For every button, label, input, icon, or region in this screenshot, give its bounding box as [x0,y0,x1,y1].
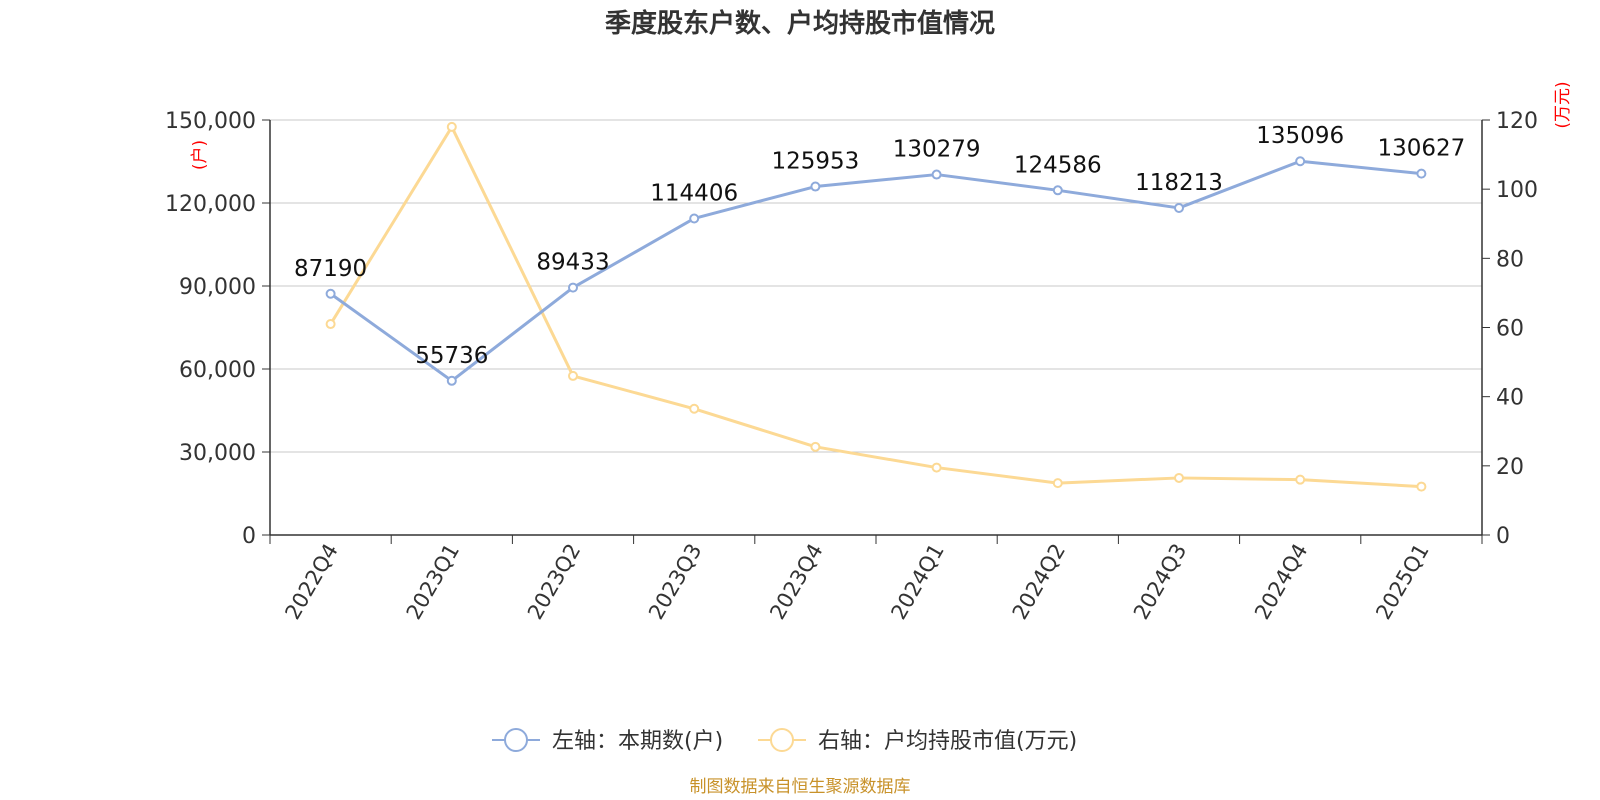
x-tick-label: 2025Q1 [1371,540,1433,624]
left-tick-label: 30,000 [179,441,256,466]
x-tick-label: 2023Q2 [523,540,585,624]
right-tick-label: 20 [1496,455,1524,480]
legend: 左轴：本期数(户) 右轴：户均持股市值(万元) [492,728,1077,754]
point-holders [1174,202,1184,213]
point-avg-value [568,370,578,381]
data-label: 130279 [893,137,981,163]
x-tick-label: 2023Q1 [402,540,464,624]
chart-title: 季度股东户数、户均持股市值情况 [605,8,995,39]
source-note: 制图数据来自恒生聚源数据库 [690,777,911,797]
legend-item-left[interactable]: 左轴：本期数(户) [492,728,723,754]
x-axis-ticks: 2022Q4 2023Q1 2023Q2 2023Q3 2023Q4 2024Q1 2024… [269,535,1483,624]
right-tick-label: 40 [1496,386,1524,411]
data-label: 87190 [294,256,367,282]
left-tick-label: 120,000 [165,192,256,217]
x-tick-label: 2024Q4 [1250,540,1312,624]
x-tick-label: 2022Q4 [280,540,342,624]
right-tick-label: 100 [1496,178,1538,203]
legend-marker-right [770,728,794,752]
right-tick-label: 120 [1496,109,1538,134]
legend-label-left: 左轴：本期数(户) [552,729,723,754]
data-label: 130627 [1377,136,1465,162]
data-label: 55736 [415,343,488,369]
point-holders [931,169,942,180]
left-tick-label: 0 [242,524,256,549]
right-axis-unit: (万元) [1553,81,1573,128]
legend-marker-left [504,728,528,752]
right-tick-label: 60 [1496,317,1524,342]
data-label: 135096 [1256,123,1344,149]
point-holders [689,213,700,224]
point-avg-value [689,403,700,414]
data-label: 114406 [650,180,738,206]
grid [270,119,1482,453]
x-tick-label: 2023Q3 [644,540,706,624]
point-holders [810,181,821,192]
point-avg-value [446,121,457,132]
left-axis-ticks: 0 30,000 60,000 90,000 120,000 150,000 [165,109,270,549]
left-tick-label: 150,000 [165,109,256,134]
point-holders [446,375,457,386]
data-label: 125953 [771,149,859,175]
series-layer [325,121,1427,492]
point-avg-value [1174,472,1184,483]
point-holders [1052,185,1063,196]
left-tick-label: 90,000 [179,275,256,300]
left-tick-label: 60,000 [179,358,256,383]
series-line-holders [329,159,1422,383]
point-holders [325,288,336,299]
point-holders [1295,156,1306,167]
point-avg-value [810,441,821,452]
data-labels: 87190 55736 89433 114406 125953 130279 124586 1… [294,123,1465,369]
x-tick-label: 2024Q2 [1008,540,1070,624]
legend-item-right[interactable]: 右轴：户均持股市值(万元) [758,728,1077,754]
point-avg-value [325,319,336,330]
right-axis-ticks: 0 20 40 60 80 100 120 [1482,109,1538,549]
point-avg-value [1295,474,1306,485]
series-line-avg-value [329,125,1422,489]
point-holders [568,282,578,293]
x-tick-label: 2024Q3 [1129,540,1191,624]
legend-label-right: 右轴：户均持股市值(万元) [818,729,1077,754]
point-holders [1416,168,1427,179]
data-label: 118213 [1135,170,1223,196]
x-tick-label: 2023Q4 [765,540,827,624]
point-avg-value [1052,478,1063,489]
right-tick-label: 80 [1496,247,1524,272]
data-label: 124586 [1014,152,1102,178]
data-label: 89433 [536,250,609,276]
right-tick-label: 0 [1496,524,1510,549]
x-tick-label: 2024Q1 [886,540,948,624]
point-avg-value [931,462,942,473]
left-axis-unit: (户) [190,140,210,170]
point-avg-value [1416,481,1427,492]
axes [269,120,1483,536]
